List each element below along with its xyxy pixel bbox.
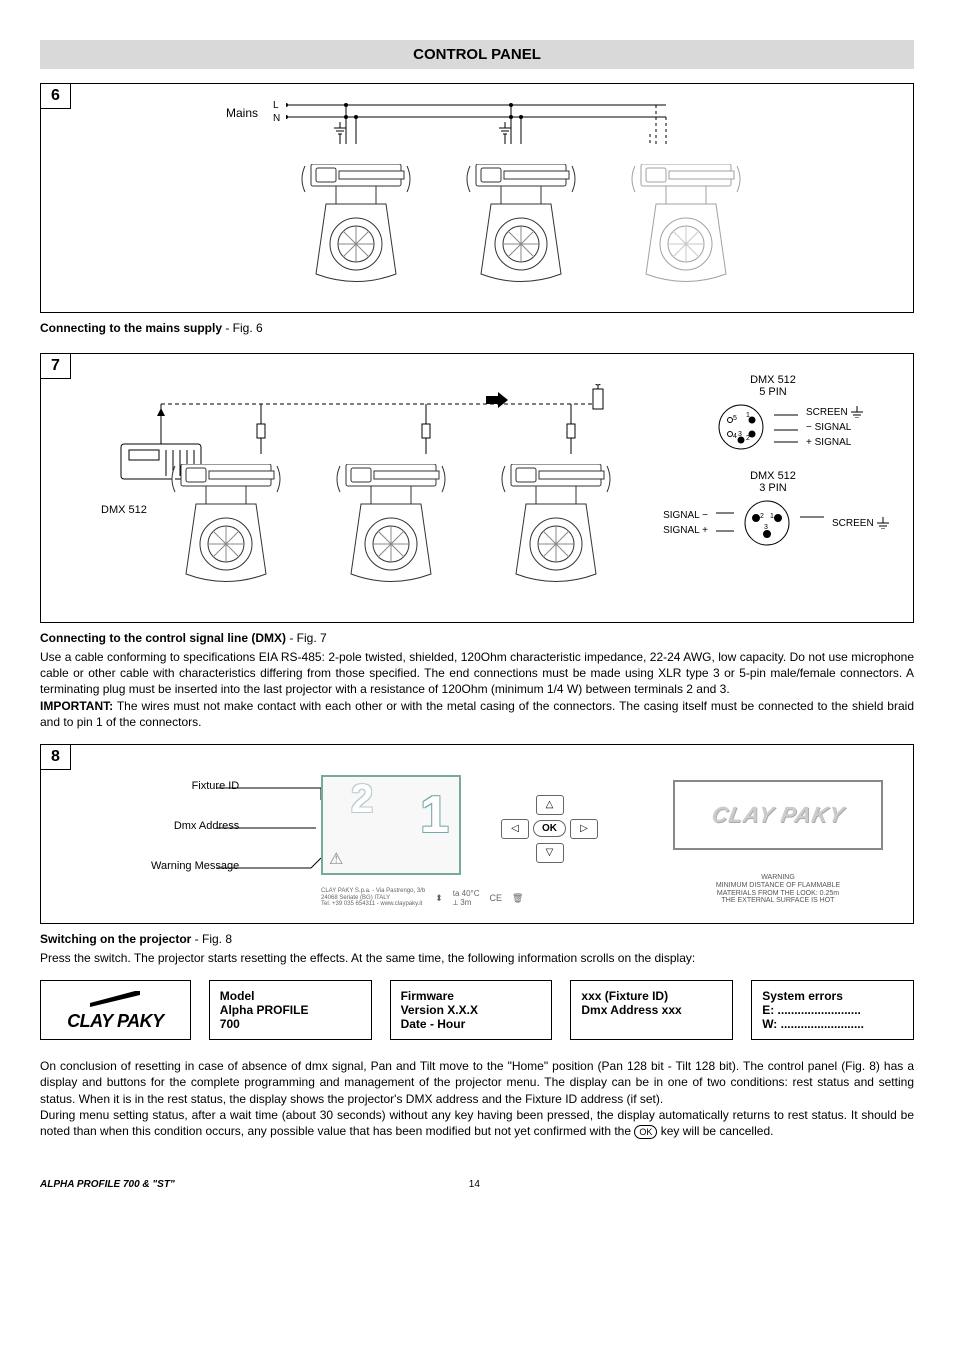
dmx-label: DMX 512 <box>101 504 147 516</box>
signal-plus: SIGNAL <box>815 437 852 448</box>
svg-text:3: 3 <box>764 524 768 531</box>
logo-panel: CLAY PAKY <box>673 780 883 850</box>
svg-text:2: 2 <box>746 435 750 442</box>
figure-number: 8 <box>40 744 71 770</box>
pin-diagrams: DMX 5125 PIN 1 2 3 4 5 SCREEN − SIGNAL +… <box>653 374 893 566</box>
fixture-icon <box>336 464 446 594</box>
closing-text: On conclusion of resetting in case of ab… <box>40 1058 914 1139</box>
ce-icon: CE <box>490 893 503 903</box>
figure-number: 6 <box>40 83 71 109</box>
dpad: △ ◁ OK ▷ ▽ <box>501 795 598 863</box>
fixture-row <box>301 164 741 294</box>
xlr3-icon: 1 2 3 <box>742 498 792 548</box>
boot-box-logo: CLAY PAKY <box>40 980 191 1040</box>
leader-lines <box>716 503 734 543</box>
boot-box-model: ModelAlpha PROFILE700 <box>209 980 372 1040</box>
page-footer: ALPHA PROFILE 700 & "ST" 14 <box>40 1179 914 1190</box>
signal-plus-l: SIGNAL <box>663 525 699 536</box>
page-number: 14 <box>469 1179 480 1190</box>
boot-box-firmware: FirmwareVersion X.X.XDate - Hour <box>390 980 553 1040</box>
arrows-icon: ⬍ <box>435 893 443 904</box>
lcd-display: 2 1 ⚠ <box>321 775 461 875</box>
trash-icon: 🗑 <box>512 893 523 904</box>
mains-wiring <box>286 99 886 169</box>
figure-7: 7 DMX 512 DMX 5125 PIN 1 <box>40 353 914 623</box>
boot-box-address: xxx (Fixture ID)Dmx Address xxx <box>570 980 733 1040</box>
down-button[interactable]: ▽ <box>536 843 564 863</box>
footer-model: ALPHA PROFILE 700 & "ST" <box>40 1179 175 1190</box>
xlr5-icon: 1 2 3 4 5 <box>716 402 766 452</box>
leader-lines <box>800 503 824 543</box>
screen-label: SCREEN <box>806 407 848 418</box>
panel-warning-text: WARNING MINIMUM DISTANCE OF FLAMMABLE MA… <box>673 874 883 905</box>
svg-text:1: 1 <box>746 412 750 419</box>
pin3-block: DMX 5123 PIN SIGNAL − SIGNAL + 1 2 3 SCR… <box>653 470 893 548</box>
signal-minus: SIGNAL <box>815 422 852 433</box>
ok-icon-inline: OK <box>634 1125 657 1139</box>
ln-labels: L N <box>273 99 280 125</box>
figure-6-caption: Connecting to the mains supply - Fig. 6 <box>40 321 914 335</box>
figure-6: 6 Mains L N <box>40 83 914 313</box>
figure-8-caption: Switching on the projector - Fig. 8 <box>40 932 914 946</box>
l-label: L <box>273 99 280 112</box>
ok-button[interactable]: OK <box>533 820 566 837</box>
figure-8: 8 Fixture ID Dmx Address Warning Message… <box>40 744 914 924</box>
company-address: CLAY PAKY S.p.a. - Via Pastrengo, 3/b 24… <box>321 888 425 908</box>
up-button[interactable]: △ <box>536 795 564 815</box>
fixture-icon <box>466 164 576 294</box>
svg-text:5: 5 <box>733 415 737 422</box>
section-title: CONTROL PANEL <box>40 40 914 69</box>
fig8-intro: Press the switch. The projector starts r… <box>40 950 914 966</box>
svg-text:3: 3 <box>738 431 742 438</box>
boot-sequence-row: CLAY PAKY ModelAlpha PROFILE700 Firmware… <box>40 980 914 1040</box>
pin3-title-b: 3 PIN <box>759 482 787 494</box>
display-digit-1: 1 <box>420 785 449 845</box>
figure-number: 7 <box>40 353 71 379</box>
warning-icon: ⚠ <box>329 849 343 869</box>
mains-label: Mains <box>226 106 258 120</box>
fixture-icon <box>631 164 741 294</box>
pin3-title-a: DMX 512 <box>750 470 796 482</box>
brand-logo: CLAY PAKY <box>709 802 846 828</box>
right-button[interactable]: ▷ <box>570 819 598 839</box>
fixture-small-icon <box>85 989 145 1011</box>
brand-logo: CLAY PAKY <box>67 1011 164 1032</box>
pin5-title-b: 5 PIN <box>759 386 787 398</box>
signal-minus-l: SIGNAL <box>663 510 699 521</box>
display-digit-2: 2 <box>351 777 373 822</box>
fixture-row <box>171 464 611 594</box>
pin5-block: DMX 5125 PIN 1 2 3 4 5 SCREEN − SIGNAL +… <box>653 374 893 452</box>
fixture-icon <box>171 464 281 594</box>
svg-text:4: 4 <box>733 433 737 440</box>
svg-text:1: 1 <box>770 513 774 520</box>
screen-label: SCREEN <box>832 518 874 529</box>
left-button[interactable]: ◁ <box>501 819 529 839</box>
figure-7-caption: Connecting to the control signal line (D… <box>40 631 914 645</box>
figure-7-text: Use a cable conforming to specifications… <box>40 649 914 730</box>
leader-lines <box>774 402 798 452</box>
svg-text:2: 2 <box>760 513 764 520</box>
callout-lines <box>216 780 326 910</box>
fixture-icon <box>501 464 611 594</box>
boot-box-errors: System errorsE: ........................… <box>751 980 914 1040</box>
fixture-icon <box>301 164 411 294</box>
pin5-title-a: DMX 512 <box>750 374 796 386</box>
panel-footer-icons: CLAY PAKY S.p.a. - Via Pastrengo, 3/b 24… <box>321 888 581 908</box>
n-label: N <box>273 112 280 125</box>
